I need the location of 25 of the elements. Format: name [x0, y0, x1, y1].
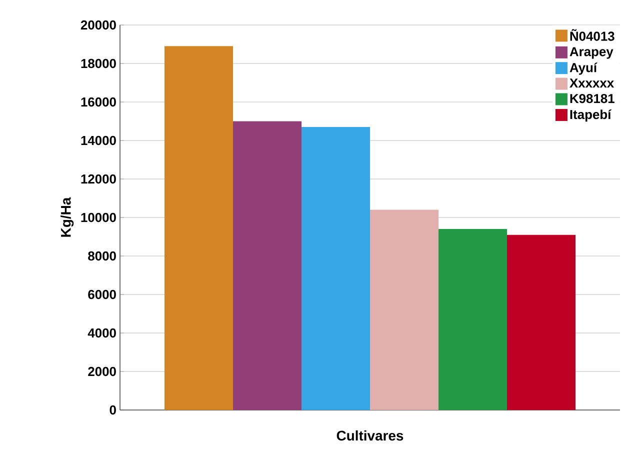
y-tick-label: 2000 [88, 366, 116, 376]
legend-label: Xxxxxx [570, 78, 614, 88]
bar [438, 229, 508, 410]
y-tick-label: 6000 [88, 290, 116, 300]
y-tick-label: 18000 [81, 58, 116, 68]
bar [370, 210, 439, 410]
bar [507, 234, 576, 410]
legend-label: K98181 [570, 94, 614, 104]
legend-label: Ñ04013 [570, 29, 614, 41]
y-tick-label: 14000 [81, 136, 116, 146]
bar [302, 127, 370, 410]
bar [164, 46, 233, 410]
y-tick-label: 0 [110, 405, 116, 415]
y-tick-label: 12000 [81, 174, 116, 184]
legend-label: Ayuí [570, 62, 598, 75]
bar [233, 121, 302, 410]
y-tick-label: 16000 [81, 97, 116, 107]
legend-label: Itapebí [570, 109, 612, 122]
y-tick-label: 10000 [81, 212, 116, 222]
x-axis-title: Cultivares [336, 430, 404, 441]
y-axis-title: Kg/Ha [60, 197, 74, 237]
y-tick-label: 20000 [80, 20, 116, 30]
legend-label: Arapey [570, 47, 614, 59]
y-tick-label: 8000 [88, 251, 116, 261]
y-tick-label: 4000 [88, 328, 116, 338]
